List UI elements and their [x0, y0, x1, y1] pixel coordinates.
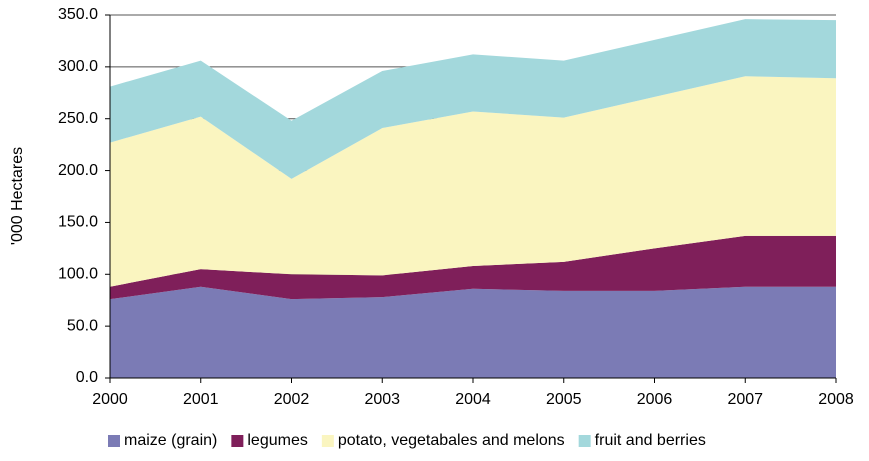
y-tick-label: 300.0 [58, 58, 98, 75]
legend-label: legumes [247, 432, 307, 449]
y-axis-label: '000 Hectares [9, 147, 26, 245]
x-tick-label: 2003 [364, 391, 400, 408]
y-tick-label: 350.0 [58, 6, 98, 23]
x-tick-label: 2005 [546, 391, 582, 408]
y-tick-label: 150.0 [58, 214, 98, 231]
x-tick-label: 2006 [637, 391, 673, 408]
y-tick-label: 250.0 [58, 110, 98, 127]
y-tick-label: 100.0 [58, 266, 98, 283]
y-tick-label: 50.0 [67, 317, 98, 334]
legend-label: potato, vegetabales and melons [338, 432, 565, 449]
legend: maize (grain) legumes potato, vegetabales … [108, 432, 706, 449]
legend-swatch [321, 435, 334, 447]
x-tick-label: 2001 [183, 391, 219, 408]
legend-swatch [108, 435, 120, 447]
area [110, 235, 836, 300]
legend-swatch [578, 435, 591, 447]
y-tick-label: 200.0 [58, 162, 98, 179]
x-tick-label: 2000 [92, 391, 128, 408]
legend-label: fruit and berries [595, 432, 706, 449]
area [110, 19, 836, 179]
x-tick-label: 2008 [818, 391, 854, 408]
area [110, 286, 836, 378]
x-tick-label: 2007 [727, 391, 763, 408]
x-tick-label: 2004 [455, 391, 491, 408]
x-tick-label: 2002 [274, 391, 310, 408]
legend-swatch [231, 435, 244, 447]
area [110, 76, 836, 287]
legend-label: maize (grain) [124, 432, 217, 449]
y-tick-label: 0.0 [76, 369, 98, 386]
